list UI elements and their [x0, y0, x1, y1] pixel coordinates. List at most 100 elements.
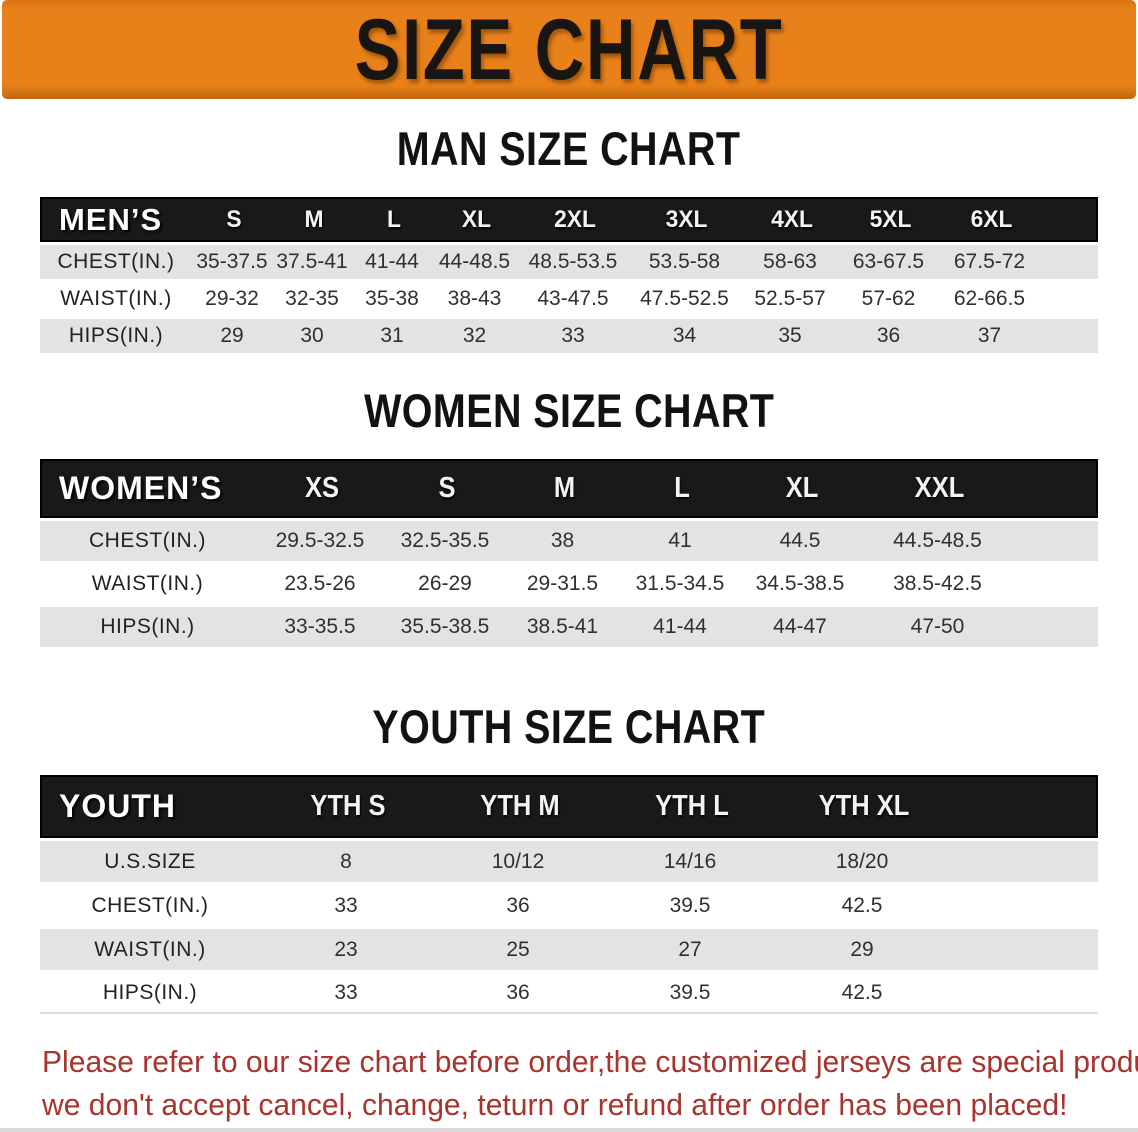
cell: 62-66.5 [953, 287, 1026, 310]
men-chest-row: CHEST(IN.) 35-37.5 37.5-41 41-44 44-48.5… [40, 245, 1098, 279]
cell: 32 [462, 324, 487, 347]
women-col-xxl: XXL [914, 472, 965, 504]
row-label: WAIST(IN.) [91, 572, 204, 595]
cell: 32-35 [285, 287, 339, 310]
cell: 38.5-42.5 [893, 572, 982, 595]
cell: 42.5 [841, 893, 883, 917]
men-col-2xl: 2XL [554, 205, 596, 233]
cell: 38 [550, 529, 575, 552]
cell: 29-31.5 [526, 572, 599, 595]
cell: 44.5 [779, 529, 821, 552]
men-col-s: S [226, 205, 242, 233]
women-table-header-row: WOMEN’S XS S M L XL XXL [40, 459, 1098, 518]
cell: 23.5-26 [284, 572, 356, 595]
women-size-table: WOMEN’S XS S M L XL XXL CHEST(IN.) 29.5-… [40, 459, 1098, 647]
cell: 48.5-53.5 [528, 250, 618, 273]
men-heading-text: MAN SIZE CHART [397, 122, 741, 175]
youth-size-table: YOUTH YTH S YTH M YTH L YTH XL U.S.SIZE … [40, 775, 1098, 1014]
cell: 8 [340, 849, 352, 873]
cell: 32.5-35.5 [400, 529, 490, 552]
row-label: U.S.SIZE [104, 849, 196, 873]
men-col-3xl: 3XL [665, 205, 708, 233]
cell: 52.5-57 [754, 287, 826, 310]
banner-title: SIZE CHART [354, 1, 784, 98]
cell: 33-35.5 [284, 615, 356, 638]
youth-col-m: YTH M [480, 790, 560, 822]
youth-heading-text: YOUTH SIZE CHART [372, 700, 766, 753]
men-waist-row: WAIST(IN.) 29-32 32-35 35-38 38-43 43-47… [40, 282, 1098, 316]
cell: 34.5-38.5 [755, 572, 845, 595]
men-col-5xl: 5XL [869, 205, 912, 233]
cell: 35-37.5 [196, 250, 268, 273]
men-col-xl: XL [461, 205, 492, 233]
row-label: CHEST(IN.) [91, 893, 209, 917]
cell: 44.5-48.5 [893, 529, 982, 552]
women-heading-text: WOMEN SIZE CHART [363, 384, 775, 437]
women-waist-row: WAIST(IN.) 23.5-26 26-29 29-31.5 31.5-34… [40, 564, 1098, 604]
cell: 47-50 [910, 615, 965, 638]
cell: 41-44 [653, 615, 707, 638]
youth-waist-row: WAIST(IN.) 23 25 27 29 [40, 929, 1098, 970]
cell: 30 [300, 324, 324, 347]
cell: 29 [220, 324, 244, 347]
youth-col-xl: YTH XL [818, 790, 910, 822]
cell: 33 [561, 324, 585, 347]
cell: 63-67.5 [852, 250, 925, 273]
cell: 58-63 [763, 250, 817, 273]
youth-section-heading: YOUTH SIZE CHART [0, 701, 1138, 753]
men-section-heading: MAN SIZE CHART [0, 123, 1138, 175]
youth-col-l: YTH L [655, 790, 729, 822]
men-hips-row: HIPS(IN.) 29 30 31 32 33 34 35 36 37 [40, 319, 1098, 353]
cell: 36 [876, 324, 901, 347]
cell: 31 [380, 324, 404, 347]
row-label: HIPS(IN.) [102, 980, 198, 1004]
cell: 29-32 [205, 287, 259, 310]
cell: 27 [678, 937, 702, 961]
cell: 36 [506, 893, 530, 917]
cell: 44-48.5 [438, 250, 511, 273]
women-col-xl: XL [785, 472, 819, 504]
cell: 53.5-58 [648, 250, 721, 273]
women-table-label: WOMEN’S [59, 470, 223, 506]
bottom-edge-strip [0, 1128, 1138, 1132]
cell: 18/20 [835, 849, 889, 873]
women-section-heading: WOMEN SIZE CHART [0, 385, 1138, 437]
youth-table-label: YOUTH [59, 788, 176, 824]
youth-col-s: YTH S [310, 790, 386, 822]
cell: 35.5-38.5 [400, 615, 490, 638]
cell: 35 [778, 324, 802, 347]
row-label: WAIST(IN.) [60, 287, 172, 310]
cell: 25 [506, 937, 530, 961]
cell: 35-38 [365, 287, 419, 310]
cell: 57-62 [861, 287, 916, 310]
cell: 41 [668, 529, 692, 552]
men-table-header-row: MEN’S S M L XL 2XL 3XL 4XL 5XL 6XL [40, 197, 1098, 242]
men-table-label: MEN’S [59, 201, 163, 237]
row-label: HIPS(IN.) [68, 324, 164, 347]
cell: 29.5-32.5 [275, 529, 365, 552]
cell: 29 [850, 937, 874, 961]
cell: 14/16 [663, 849, 717, 873]
men-col-l: L [387, 205, 401, 233]
cell: 37.5-41 [276, 250, 348, 273]
women-chest-row: CHEST(IN.) 29.5-32.5 32.5-35.5 38 41 44.… [40, 521, 1098, 561]
cell: 33 [334, 980, 358, 1004]
cell: 67.5-72 [953, 250, 1026, 273]
cell: 31.5-34.5 [635, 572, 725, 595]
cell: 38-43 [447, 287, 502, 310]
row-label: CHEST(IN.) [89, 529, 206, 552]
youth-hips-row: HIPS(IN.) 33 36 39.5 42.5 [40, 973, 1098, 1014]
men-col-6xl: 6XL [970, 205, 1013, 233]
cell: 38.5-41 [526, 615, 599, 638]
youth-chest-row: CHEST(IN.) 33 36 39.5 42.5 [40, 885, 1098, 926]
disclaimer-text: Please refer to our size chart before or… [42, 1040, 1138, 1126]
cell: 36 [506, 980, 530, 1004]
women-col-l: L [674, 472, 690, 504]
women-hips-row: HIPS(IN.) 33-35.5 35.5-38.5 38.5-41 41-4… [40, 607, 1098, 647]
men-size-table: MEN’S S M L XL 2XL 3XL 4XL 5XL 6XL CHEST… [40, 197, 1098, 353]
size-chart-banner: SIZE CHART [2, 0, 1136, 99]
cell: 37 [977, 324, 1002, 347]
disclaimer-line-2: we don't accept cancel, change, teturn o… [42, 1087, 1068, 1122]
men-col-m: M [304, 205, 324, 233]
women-col-xs: XS [304, 472, 340, 504]
